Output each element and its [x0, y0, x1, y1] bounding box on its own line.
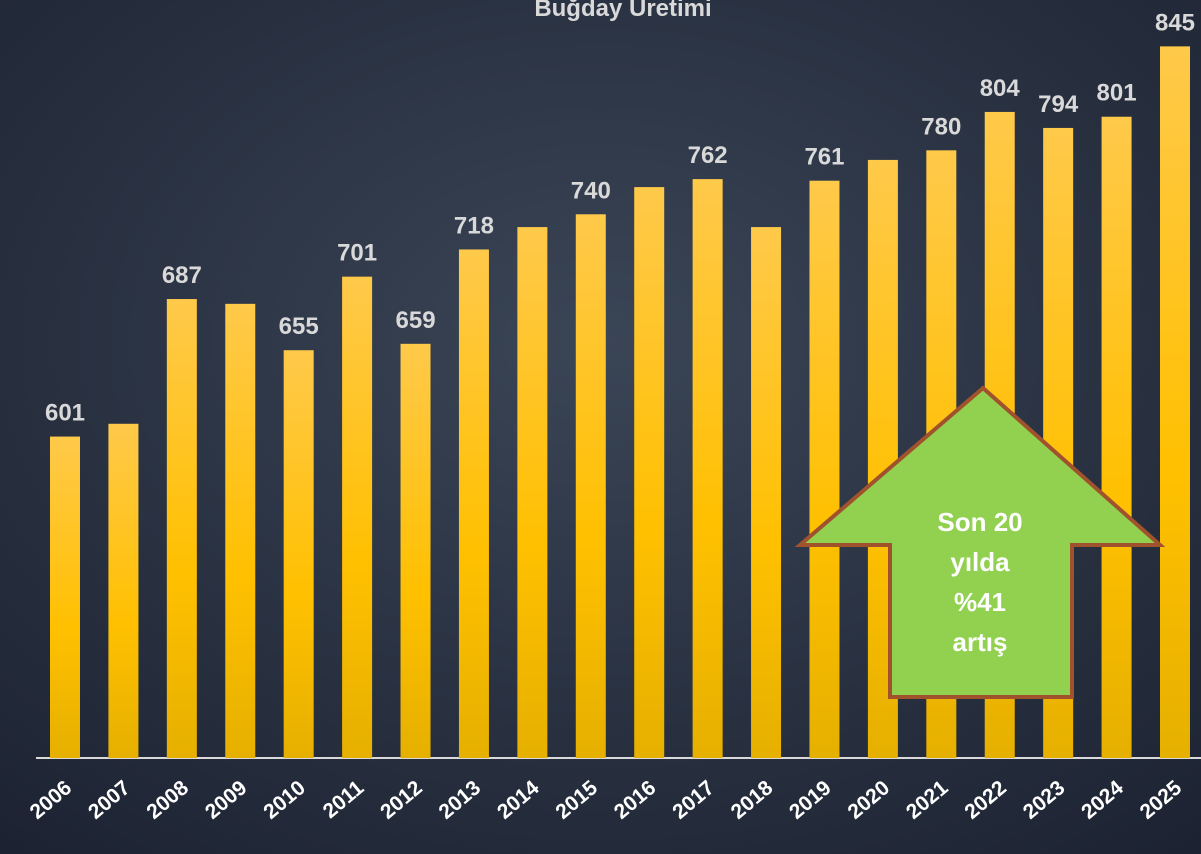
value-label: 794 [1038, 91, 1079, 118]
annotation-line: yılda [950, 547, 1010, 577]
value-label: 762 [688, 142, 728, 169]
value-label: 718 [454, 212, 494, 239]
bar [400, 343, 431, 758]
annotation-line: %41 [954, 587, 1006, 617]
annotation: Son 20 yılda %41 artış [937, 507, 1022, 657]
value-label: 845 [1155, 9, 1195, 36]
value-label: 659 [396, 307, 436, 334]
chart-title: Buğday Üretimi [534, 0, 711, 22]
bar [342, 276, 373, 758]
bar [751, 227, 782, 758]
value-label: 761 [804, 144, 844, 171]
bar [1101, 116, 1132, 758]
value-label: 740 [571, 177, 611, 204]
value-label: 687 [162, 262, 202, 289]
bar [634, 187, 665, 759]
bar [225, 303, 256, 758]
arrow-annotation: Son 20 yılda %41 artış [794, 385, 1166, 699]
bar [692, 179, 723, 759]
value-label: 780 [921, 113, 961, 140]
bar [1160, 46, 1190, 758]
bar [809, 180, 840, 758]
bar [166, 299, 197, 758]
bar [50, 436, 80, 758]
value-label: 601 [45, 400, 85, 427]
bar [283, 350, 314, 758]
bar [575, 214, 606, 758]
bar [517, 227, 548, 758]
bar [458, 249, 489, 758]
annotation-line: artış [953, 627, 1008, 657]
value-label: 804 [980, 75, 1021, 102]
value-label: 701 [337, 240, 377, 267]
bar [108, 423, 139, 758]
annotation-line: Son 20 [937, 507, 1022, 537]
value-label: 801 [1097, 80, 1137, 107]
bars [50, 46, 1190, 759]
value-label: 655 [279, 313, 319, 340]
arrow [794, 385, 1166, 699]
